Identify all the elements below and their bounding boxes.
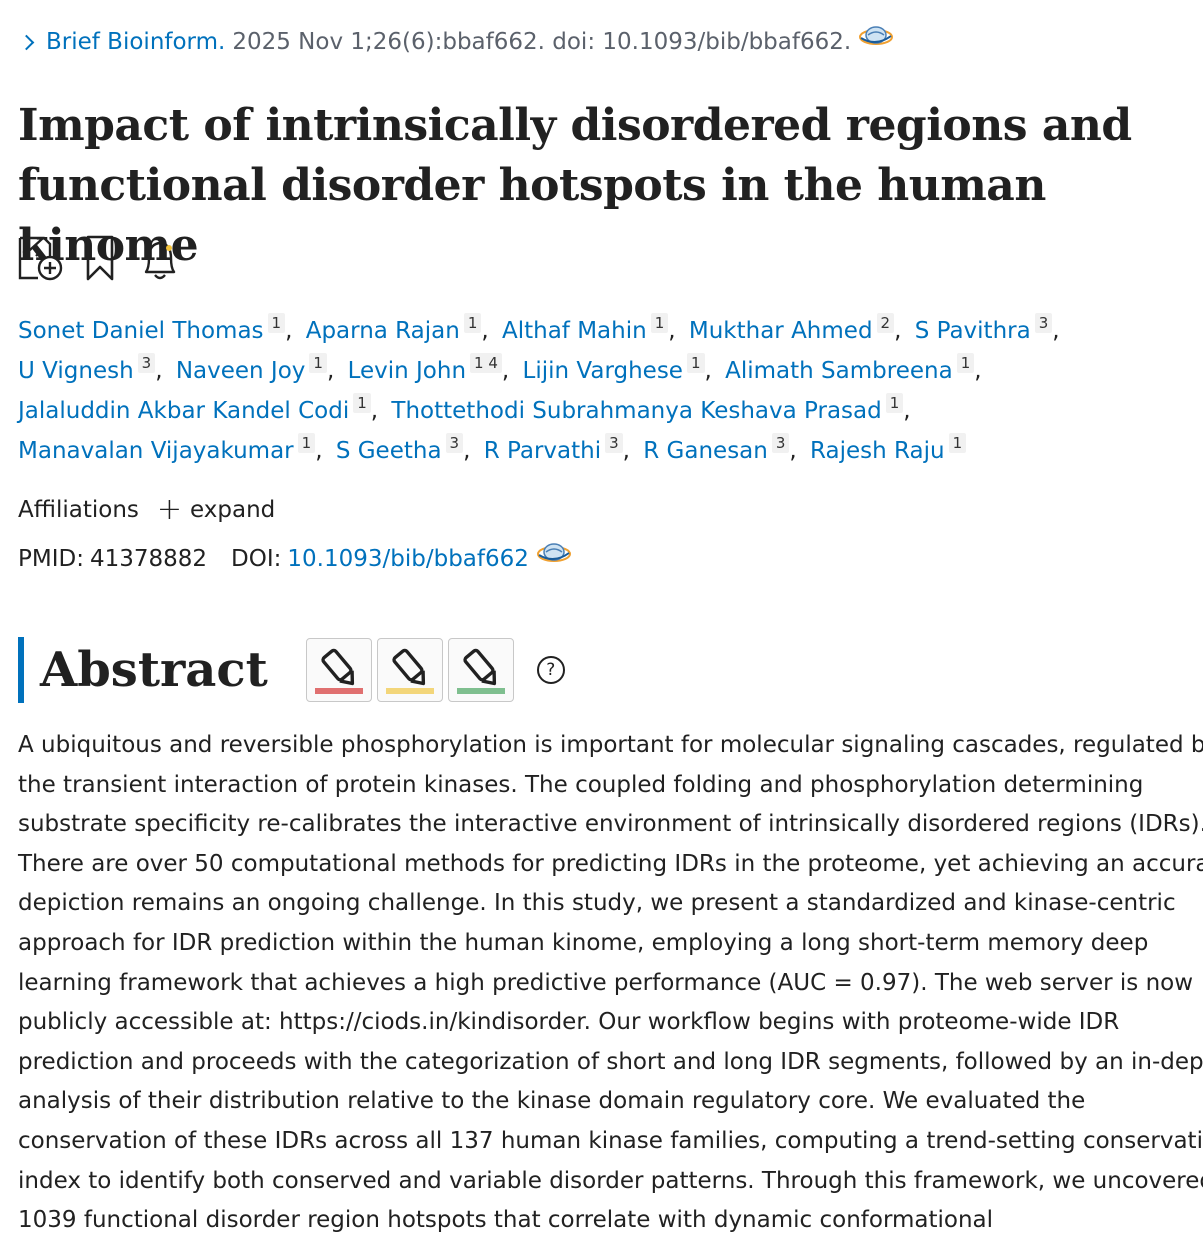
affiliations-expand-button[interactable]: + expand [157, 494, 275, 526]
affiliation-ref[interactable]: 1 [885, 393, 904, 413]
pmid-label: PMID: [18, 546, 84, 572]
chevron-right-icon[interactable] [18, 26, 40, 58]
author-item: Sonet Daniel Thomas 1, [18, 313, 293, 344]
author-link[interactable]: Althaf Mahin [501, 318, 647, 344]
author-link[interactable]: U Vignesh [18, 358, 134, 384]
affiliation-ref[interactable]: 3 [1034, 313, 1053, 333]
author-item: Alimath Sambreena 1, [725, 353, 982, 384]
author-link[interactable]: Rajesh Raju [810, 438, 945, 464]
cite-icon[interactable] [16, 234, 64, 282]
article-title: Impact of intrinsically disordered regio… [18, 100, 1132, 271]
bookmark-icon[interactable] [76, 234, 124, 282]
doi-link[interactable]: 10.1093/bib/bbaf662 [287, 546, 529, 572]
affiliation-ref[interactable]: 1 [686, 353, 705, 373]
highlight-green-button[interactable] [447, 638, 514, 702]
identifiers-row: PMID: 41378882 DOI: 10.1093/bib/bbaf662 [18, 543, 573, 575]
affiliation-ref[interactable]: 1 [353, 393, 371, 413]
author-link[interactable]: Levin John [347, 358, 467, 384]
plus-icon: + [156, 492, 183, 527]
affiliation-ref[interactable]: 2 [876, 313, 895, 333]
abstract-heading: Abstract [40, 642, 268, 698]
article-actions [16, 234, 184, 282]
affiliation-ref[interactable]: 1 [463, 313, 482, 333]
doi-label: DOI: [231, 546, 282, 572]
expand-label: expand [190, 497, 276, 523]
citation-line: Brief Bioinform. 2025 Nov 1;26(6):bbaf66… [18, 26, 895, 58]
affiliation-ref[interactable]: 1 [297, 433, 316, 453]
author-link[interactable]: S Geetha [335, 438, 442, 464]
author-item: S Pavithra 3, [914, 313, 1060, 344]
author-item: Rajesh Raju 1 [810, 433, 967, 464]
author-item: Althaf Mahin 1, [501, 313, 676, 344]
author-item: Mukthar Ahmed 2, [688, 313, 902, 344]
abstract-accent-bar [18, 637, 24, 703]
author-link[interactable]: Sonet Daniel Thomas [18, 318, 264, 344]
author-item: Manavalan Vijayakumar 1, [18, 433, 323, 464]
affiliations-label: Affiliations [18, 497, 139, 523]
author-item: Levin John 1 4, [347, 353, 510, 384]
journal-link[interactable]: Brief Bioinform. [46, 29, 226, 55]
affiliation-ref[interactable]: 1 [650, 313, 669, 333]
author-item: U Vignesh 3, [18, 353, 163, 384]
help-icon[interactable]: ? [536, 656, 565, 684]
author-list: Sonet Daniel Thomas 1, Aparna Rajan 1, Alt… [18, 311, 1193, 471]
author-item: Lijin Varghese 1, [522, 353, 712, 384]
author-link[interactable]: R Ganesan [643, 438, 768, 464]
bell-alert-icon[interactable] [136, 234, 184, 282]
affiliation-ref[interactable]: 3 [445, 433, 464, 453]
abstract-text: A ubiquitous and reversible phosphorylat… [18, 732, 1203, 1234]
affiliation-ref[interactable]: 1 [267, 313, 286, 333]
affiliations-row: Affiliations + expand [18, 494, 275, 526]
affiliation-ref[interactable]: 3 [137, 353, 156, 373]
author-item: R Parvathi 3, [483, 433, 630, 464]
author-item: Naveen Joy 1, [175, 353, 335, 384]
abstract-header: Abstract ? [18, 637, 565, 703]
affiliation-ref[interactable]: 1 4 [470, 353, 502, 373]
free-pmc-article-icon[interactable] [535, 540, 573, 566]
author-link[interactable]: Lijin Varghese [522, 358, 683, 384]
author-link[interactable]: S Pavithra [914, 318, 1031, 344]
affiliation-ref[interactable]: 1 [309, 353, 327, 373]
author-item: Jalaluddin Akbar Kandel Codi 1, [18, 393, 379, 424]
author-item: R Ganesan 3, [643, 433, 797, 464]
free-pmc-article-icon[interactable] [857, 23, 895, 49]
author-link[interactable]: Aparna Rajan [305, 318, 460, 344]
author-link[interactable]: Naveen Joy [175, 358, 306, 384]
citation-details: 2025 Nov 1;26(6):bbaf662. doi: 10.1093/b… [232, 29, 852, 55]
highlight-yellow-button[interactable] [376, 638, 443, 702]
affiliation-ref[interactable]: 1 [956, 353, 975, 373]
author-link[interactable]: Thottethodi Subrahmanya Keshava Prasad [391, 398, 882, 424]
affiliation-ref[interactable]: 3 [771, 433, 790, 453]
pmid-value: 41378882 [89, 546, 208, 572]
affiliation-ref[interactable]: 3 [605, 433, 623, 453]
author-link[interactable]: Manavalan Vijayakumar [18, 438, 294, 464]
affiliation-ref[interactable]: 1 [948, 433, 967, 453]
author-item: S Geetha 3, [335, 433, 471, 464]
author-link[interactable]: Jalaluddin Akbar Kandel Codi [18, 398, 350, 424]
highlight-red-button[interactable] [305, 638, 372, 702]
author-link[interactable]: Alimath Sambreena [725, 358, 953, 384]
author-item: Thottethodi Subrahmanya Keshava Prasad 1, [391, 393, 911, 424]
author-link[interactable]: R Parvathi [483, 438, 602, 464]
author-item: Aparna Rajan 1, [305, 313, 489, 344]
author-link[interactable]: Mukthar Ahmed [688, 318, 873, 344]
